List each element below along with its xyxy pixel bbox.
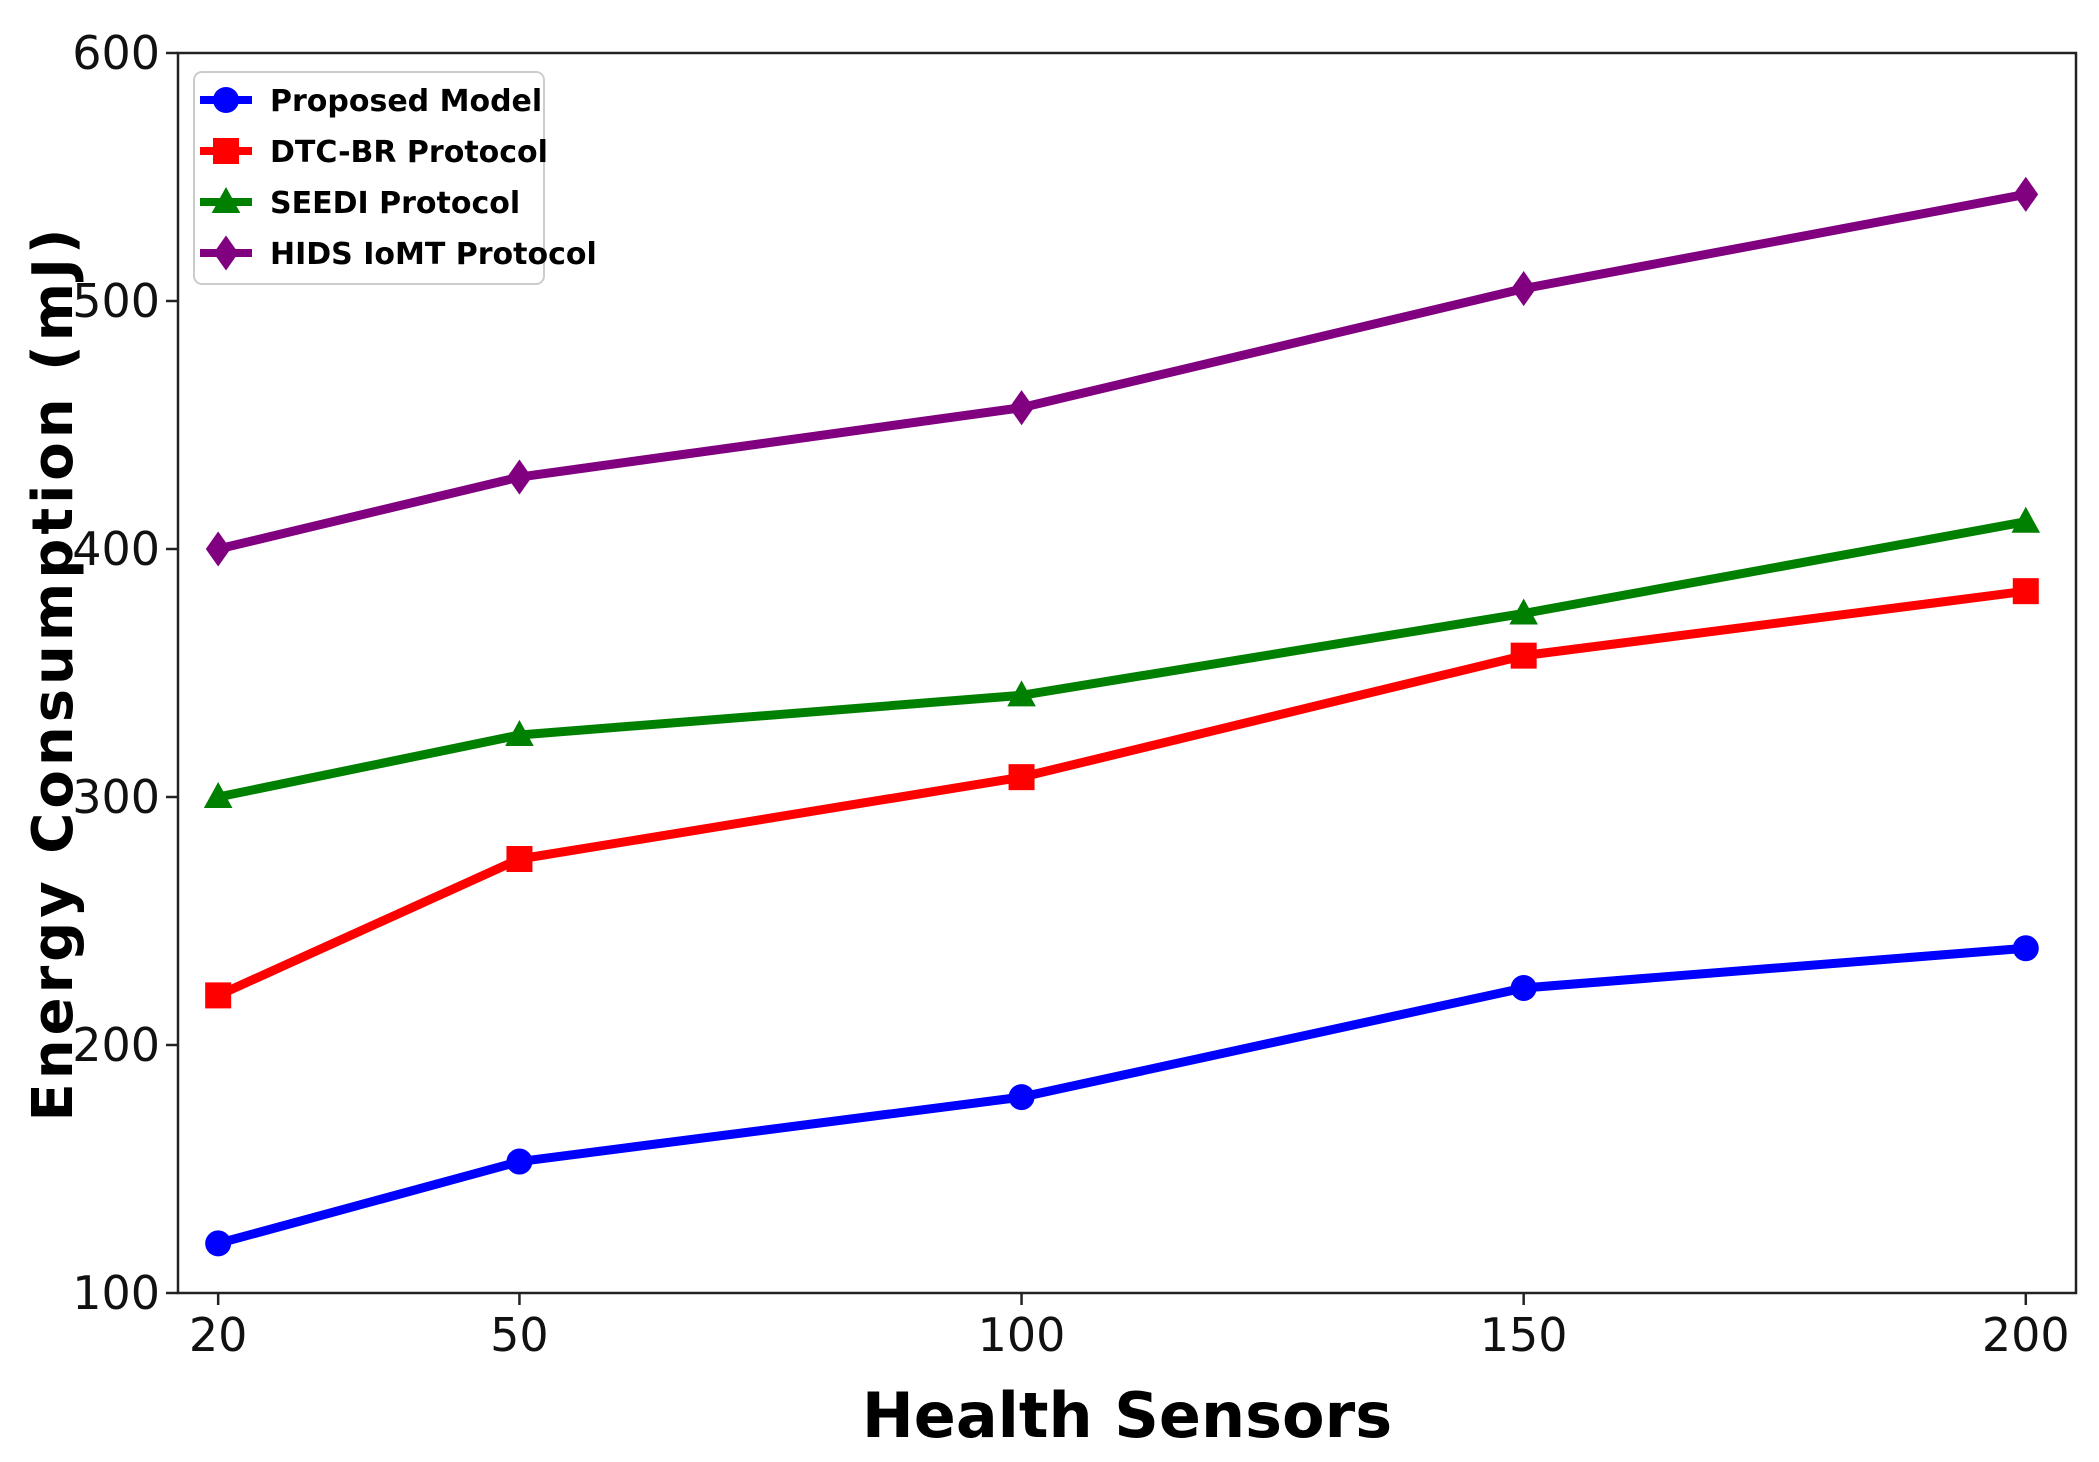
data-point (1008, 1084, 1035, 1111)
legend-marker (213, 138, 239, 164)
data-point (505, 720, 534, 747)
y-axis-ticks: 100 200 300 400 500 600 (72, 26, 178, 1320)
legend-marker (213, 235, 239, 271)
legend-label: DTC-BR Protocol (270, 135, 548, 170)
data-point (1007, 680, 1036, 707)
data-point (1008, 764, 1035, 791)
series-line (213, 943, 2031, 1248)
x-tick-label: 100 (978, 1308, 1066, 1362)
y-axis-title: Energy Consumption (mJ) (21, 224, 86, 1121)
x-tick-label: 50 (490, 1308, 549, 1362)
series-line (213, 586, 2031, 1000)
legend: Proposed Model DTC-BR Protocol SEEDI Proto… (193, 71, 597, 285)
data-point (506, 846, 533, 872)
data-point (2012, 578, 2039, 605)
y-tick-label: 100 (72, 1266, 160, 1320)
data-point (1009, 390, 1034, 426)
x-tick-label: 150 (1480, 1308, 1568, 1362)
y-tick-label: 300 (72, 770, 160, 824)
series-hids-iomt-protocol (205, 176, 2039, 567)
x-axis-title: Health Sensors (862, 1379, 1392, 1452)
legend-marker (213, 87, 239, 113)
y-tick-label: 200 (72, 1018, 160, 1072)
x-tick-label: 20 (189, 1308, 248, 1362)
y-tick-label: 400 (72, 522, 160, 576)
data-point (2011, 506, 2041, 533)
legend-label: Proposed Model (270, 84, 542, 119)
data-point (2013, 176, 2039, 212)
y-tick-label: 500 (72, 274, 160, 328)
legend-marker (211, 187, 241, 214)
data-point (203, 782, 233, 809)
data-point (205, 531, 231, 567)
legend-label: HIDS IoMT Protocol (270, 237, 597, 272)
data-point (2012, 935, 2039, 962)
series-proposed-model (205, 935, 2039, 1257)
data-point (1509, 598, 1538, 625)
data-point (1511, 271, 1537, 307)
data-point (507, 459, 532, 495)
plot-frame (176, 51, 2078, 1295)
legend-label: SEEDI Protocol (270, 186, 520, 221)
data-point (205, 982, 232, 1009)
x-tick-label: 200 (1982, 1308, 2070, 1362)
series-seedi-protocol (203, 506, 2041, 809)
data-point (1510, 974, 1537, 1001)
data-point (205, 1230, 232, 1257)
data-point (1510, 642, 1537, 669)
series-dtc-br-protocol (205, 578, 2039, 1009)
data-point (506, 1148, 533, 1175)
y-tick-label: 600 (72, 26, 160, 80)
x-axis-ticks: 20 50 100 150 200 (189, 1293, 2070, 1362)
series-group (203, 176, 2041, 1257)
legend-box (193, 71, 545, 285)
